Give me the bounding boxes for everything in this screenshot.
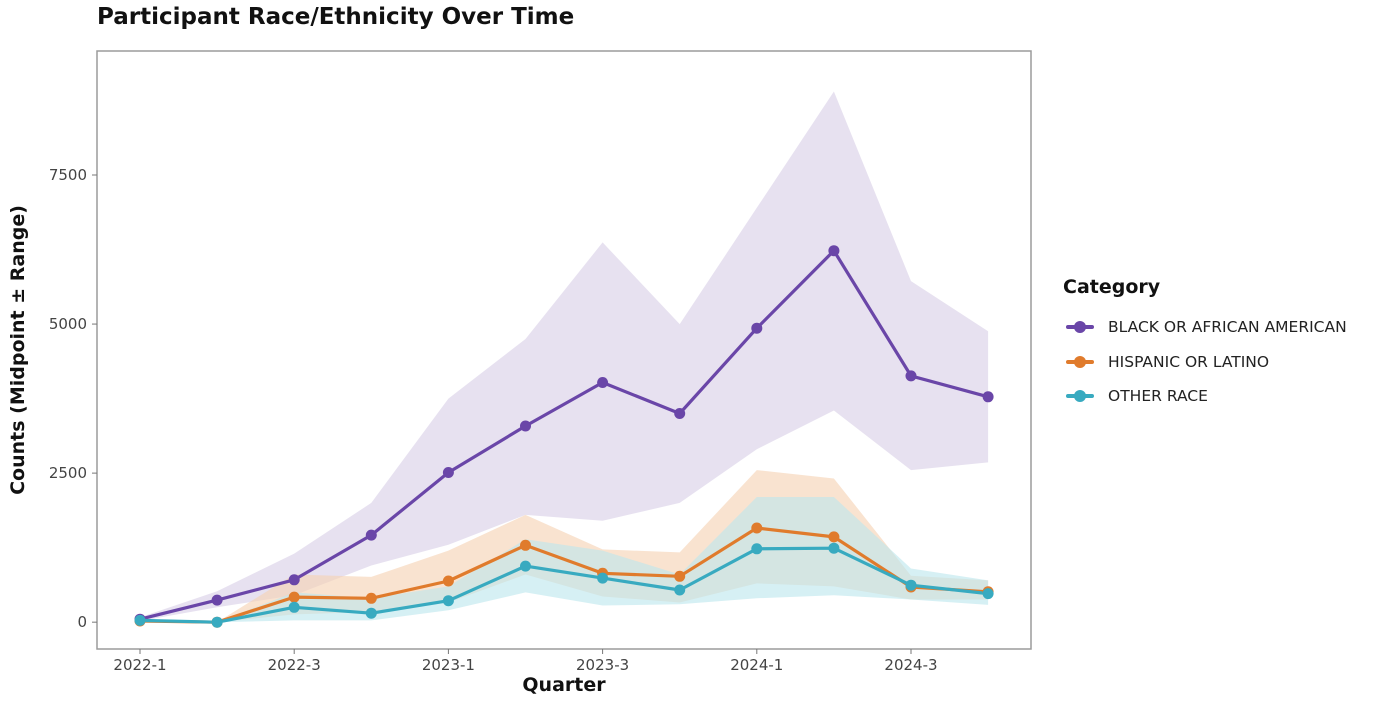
y-axis-title: Counts (Midpoint ± Range) [7,205,29,495]
data-point-black-or-african-american [674,408,686,419]
series-line-black-or-african-american [138,249,990,621]
data-point-hispanic-or-latino [674,570,686,582]
data-point-black-or-african-american [828,245,840,257]
data-point-black-or-african-american [597,377,609,388]
legend-label: OTHER RACE [1108,387,1208,406]
data-point-black-or-african-american [211,594,223,606]
plot-panel-border [96,50,1032,650]
range-bands [140,91,989,623]
data-point-black-or-african-american [520,420,531,432]
legend-title: Category [1063,276,1161,298]
y-tick-label: 2500 [49,464,87,482]
legend-item-other-race: OTHER RACE [1063,379,1347,414]
data-point-black-or-african-american [365,529,377,541]
data-point-black-or-african-american [288,574,300,586]
x-tick-label: 2022-3 [268,656,321,674]
y-axis-ticks: 0 2500 5000 7500 [49,166,97,631]
data-point-other-race [828,542,840,554]
data-point-other-race [520,560,531,572]
y-tick-label: 5000 [49,315,87,333]
legend-key [1063,320,1097,334]
data-point-hispanic-or-latino [365,592,377,604]
y-tick-label: 7500 [49,166,87,184]
data-point-hispanic-or-latino [442,575,454,587]
series-lines [138,249,990,624]
data-point-black-or-african-american [751,322,763,334]
series-line-hispanic-or-latino [138,526,990,624]
data-point-black-or-african-american [982,391,994,403]
data-point-other-race [597,572,609,584]
data-point-other-race [905,579,917,591]
legend-key [1063,355,1097,369]
data-point-hispanic-or-latino [828,531,840,543]
x-tick-label: 2024-1 [730,656,783,674]
series-line-other-race [138,546,990,624]
x-tick-label: 2023-1 [422,656,475,674]
data-point-other-race [288,601,300,613]
legend-label: BLACK OR AFRICAN AMERICAN [1108,318,1347,337]
data-point-other-race [982,588,994,600]
legend-key [1063,389,1097,403]
legend-item-hispanic-or-latino: HISPANIC OR LATINO [1063,345,1347,380]
range-band-black-or-african-american [140,91,989,621]
x-tick-label: 2023-3 [576,656,629,674]
legend-label: HISPANIC OR LATINO [1108,352,1270,371]
data-point-other-race [365,607,377,619]
data-point-other-race [442,595,454,607]
data-point-black-or-african-american [442,467,454,478]
legend-dot [1074,321,1086,334]
data-point-other-race [134,614,146,626]
data-point-other-race [674,584,686,596]
x-tick-label: 2024-3 [884,656,937,674]
data-point-other-race [751,543,763,555]
legend-dot [1074,355,1086,368]
data-point-other-race [211,616,223,628]
legend-dot [1074,390,1086,403]
x-axis-title: Quarter [522,674,606,696]
x-tick-label: 2022-1 [113,656,166,674]
data-point-black-or-african-american [905,370,917,382]
data-point-hispanic-or-latino [288,591,300,603]
y-tick-label: 0 [77,613,87,631]
chart-title: Participant Race/Ethnicity Over Time [97,4,575,30]
legend-item-black-or-african-american: BLACK OR AFRICAN AMERICAN [1063,310,1347,345]
legend: Category BLACK OR AFRICAN AMERICAN HISPA… [1063,276,1347,414]
data-point-hispanic-or-latino [520,539,531,551]
x-axis-ticks: 2022-1 2022-3 2023-1 2023-3 2024-1 2024-3 [113,649,938,674]
series-points [134,245,994,628]
data-point-hispanic-or-latino [751,522,763,534]
